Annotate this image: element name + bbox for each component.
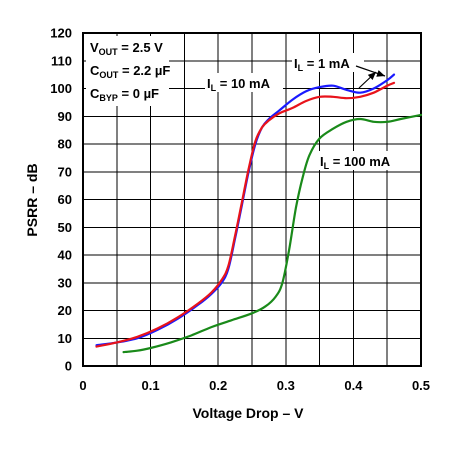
condition-label: CBYP = 0 µF bbox=[90, 86, 159, 103]
x-tick-labels: 0 0.1 0.2 0.3 0.4 0.5 bbox=[79, 378, 430, 393]
y-tick-labels: 0 10 20 30 40 50 60 70 80 90 100 110 120 bbox=[50, 26, 72, 374]
x-tick-label: 0.3 bbox=[277, 378, 295, 393]
y-axis-title: PSRR – dB bbox=[24, 163, 40, 236]
y-tick-label: 0 bbox=[65, 359, 72, 374]
y-tick-label: 40 bbox=[58, 248, 72, 263]
series-line-il-100ma bbox=[122, 113, 423, 354]
series-line-il-1ma bbox=[95, 73, 396, 347]
y-tick-label: 20 bbox=[58, 303, 72, 318]
plot-frame bbox=[82, 32, 422, 367]
y-tick-label: 120 bbox=[50, 26, 72, 41]
series-lines bbox=[95, 73, 423, 354]
conditions-background bbox=[86, 36, 169, 106]
series-line-il-10ma bbox=[95, 81, 396, 348]
y-tick-label: 100 bbox=[50, 81, 72, 96]
y-tick-label: 110 bbox=[51, 53, 72, 68]
arrow-il-10ma bbox=[358, 71, 377, 89]
y-tick-label: 30 bbox=[58, 275, 72, 290]
series-label-background bbox=[292, 53, 364, 72]
x-axis-title: Voltage Drop – V bbox=[193, 405, 305, 421]
y-tick-label: 90 bbox=[58, 109, 72, 124]
x-tick-label: 0.4 bbox=[344, 378, 363, 393]
x-tick-label: 0 bbox=[79, 378, 86, 393]
y-tick-label: 60 bbox=[58, 192, 72, 207]
x-tick-label: 0.2 bbox=[209, 378, 227, 393]
series-label-il-10ma: IL = 10 mA bbox=[207, 76, 271, 93]
condition-label: VOUT = 2.5 V bbox=[90, 40, 163, 57]
condition-label: COUT = 2.2 µF bbox=[90, 63, 170, 80]
series-label-background bbox=[318, 151, 408, 170]
y-tick-label: 80 bbox=[58, 137, 72, 152]
x-tick-label: 0.1 bbox=[142, 378, 160, 393]
series-label-background bbox=[205, 73, 283, 92]
y-tick-label: 50 bbox=[58, 220, 72, 235]
arrow-il-1ma bbox=[355, 65, 386, 77]
y-tick-label: 10 bbox=[58, 331, 72, 346]
series-label-il-1ma: IL = 1 mA bbox=[294, 56, 350, 73]
y-tick-label: 70 bbox=[58, 164, 72, 179]
series-labels: IL = 1 mA IL = 10 mA IL = 100 mA bbox=[205, 53, 408, 171]
x-tick-label: 0.5 bbox=[412, 378, 430, 393]
conditions-box: VOUT = 2.5 V COUT = 2.2 µF CBYP = 0 µF bbox=[86, 36, 170, 106]
series-label-il-100ma: IL = 100 mA bbox=[320, 154, 391, 171]
